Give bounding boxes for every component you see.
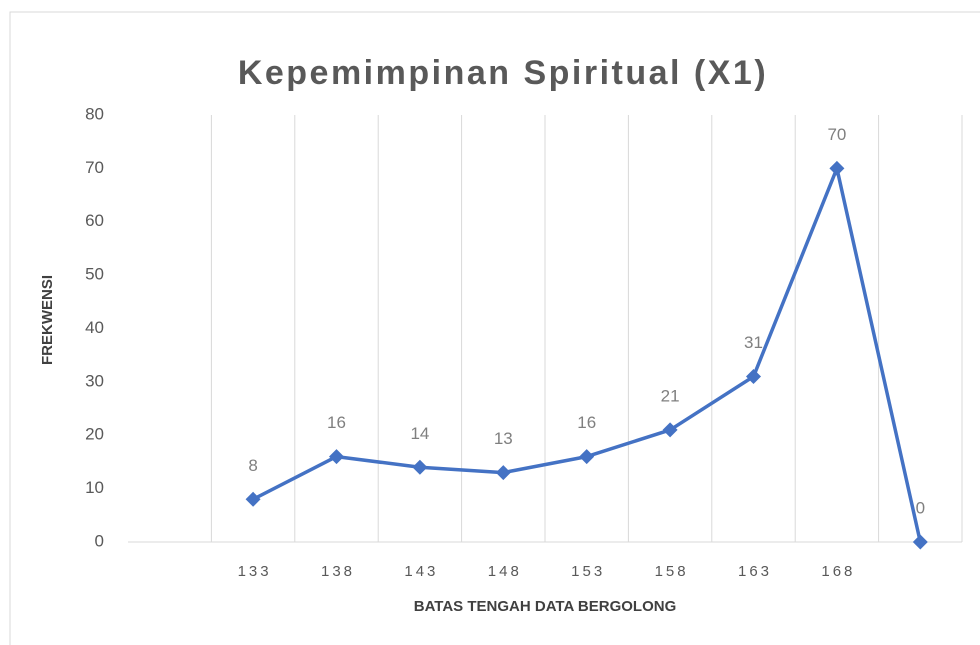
- marker: [746, 369, 761, 385]
- data-label: 13: [494, 429, 513, 448]
- x-tick-label: 138: [321, 563, 355, 580]
- data-label: 31: [744, 333, 763, 352]
- data-label: 0: [916, 498, 925, 517]
- marker: [829, 160, 845, 176]
- x-tick-label: 133: [238, 563, 272, 580]
- marker: [662, 422, 678, 438]
- y-tick-label: 40: [85, 318, 104, 337]
- data-label: 8: [248, 456, 257, 475]
- x-axis-label: BATAS TENGAH DATA BERGOLONG: [414, 598, 677, 615]
- x-tick-label: 153: [571, 563, 605, 580]
- x-tick-label: 168: [821, 563, 855, 580]
- chart-title: Kepemimpinan Spiritual (X1): [238, 54, 768, 92]
- data-label: 16: [327, 413, 346, 432]
- data-label: 21: [661, 386, 680, 405]
- data-label: 70: [827, 125, 846, 144]
- y-tick-label: 20: [85, 425, 104, 444]
- data-label: 16: [577, 413, 596, 432]
- marker: [912, 534, 928, 550]
- chart-border: [9, 11, 980, 645]
- x-tick-label: 163: [738, 563, 772, 580]
- y-tick-label: 60: [85, 211, 104, 230]
- x-tick-label: 143: [404, 563, 438, 580]
- marker: [495, 465, 511, 481]
- marker: [412, 459, 428, 475]
- y-tick-label: 50: [85, 265, 104, 284]
- y-tick-label: 10: [85, 478, 104, 497]
- data-label: 14: [410, 424, 429, 443]
- marker: [579, 449, 595, 465]
- marker: [245, 491, 261, 507]
- y-tick-label: 30: [85, 371, 104, 390]
- y-axis-label: FREKWENSI: [39, 275, 56, 365]
- y-tick-label: 80: [85, 104, 104, 123]
- x-tick-label: 148: [488, 563, 522, 580]
- y-tick-label: 0: [95, 531, 104, 550]
- y-tick-label: 70: [85, 158, 104, 177]
- x-tick-label: 158: [655, 563, 689, 580]
- marker: [329, 449, 344, 465]
